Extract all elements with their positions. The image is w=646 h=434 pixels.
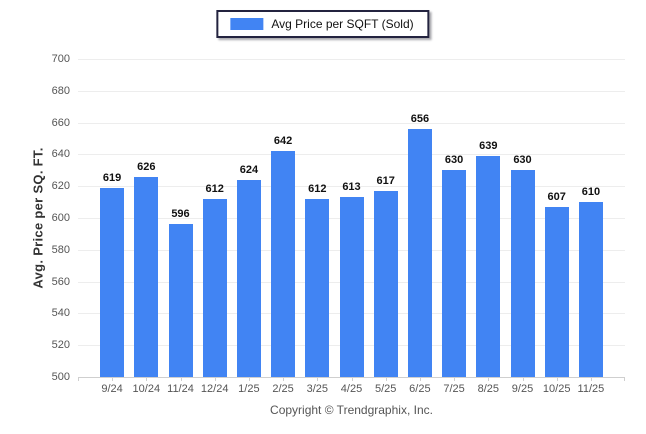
bar-12/24 bbox=[202, 198, 227, 377]
gridline bbox=[78, 186, 625, 188]
axis-tick bbox=[317, 377, 319, 381]
axis-tick bbox=[488, 377, 490, 381]
y-tick-label: 620 bbox=[51, 180, 70, 193]
bar-3/25 bbox=[305, 198, 330, 377]
axis-tick bbox=[214, 377, 216, 381]
bar-4/25 bbox=[339, 197, 364, 377]
axis-tick bbox=[624, 377, 625, 381]
axis-tick bbox=[385, 377, 387, 381]
axis-tick bbox=[78, 377, 79, 381]
bar-2/25 bbox=[271, 151, 296, 377]
plot-area: 700 680 660 640 620 600 580 560 540 520 500 619 9/24… bbox=[52, 54, 625, 395]
axis-tick bbox=[351, 377, 353, 381]
bar-value-label: 642 bbox=[273, 135, 293, 148]
x-tick-label: 2/25 bbox=[272, 383, 294, 395]
bar-10/25 bbox=[544, 206, 569, 377]
x-tick-label: 10/24 bbox=[132, 383, 161, 395]
axis-tick bbox=[146, 377, 148, 381]
axis-tick bbox=[112, 377, 114, 381]
bar-value-label: 619 bbox=[102, 171, 122, 184]
axis-tick bbox=[283, 377, 285, 381]
y-tick-label: 600 bbox=[51, 212, 70, 224]
bar-1/25 bbox=[236, 179, 261, 377]
axis-tick bbox=[248, 377, 250, 381]
x-tick-label: 3/25 bbox=[306, 383, 328, 395]
bar-value-label: 612 bbox=[308, 182, 327, 195]
x-tick-label: 5/25 bbox=[374, 383, 397, 395]
bar-9/25 bbox=[510, 170, 535, 377]
bar-value-label: 656 bbox=[410, 112, 430, 125]
bar-value-label: 596 bbox=[171, 208, 190, 221]
bar-value-label: 612 bbox=[205, 182, 224, 195]
x-tick-label: 8/25 bbox=[477, 383, 499, 395]
bar-7/25 bbox=[442, 170, 467, 377]
bar-11/24 bbox=[168, 224, 193, 377]
bar-value-label: 610 bbox=[581, 186, 601, 199]
y-tick-label: 660 bbox=[51, 116, 70, 129]
y-tick-label: 700 bbox=[51, 53, 70, 65]
legend: Avg Price per SQFT (Sold) bbox=[216, 10, 430, 38]
bar-value-label: 630 bbox=[513, 154, 532, 167]
bar-value-label: 617 bbox=[376, 174, 395, 187]
bar-10/24 bbox=[134, 176, 159, 377]
copyright-text: Copyright © Trendgraphix, Inc. bbox=[270, 403, 433, 417]
x-tick-label: 6/25 bbox=[409, 383, 431, 395]
gridline bbox=[78, 154, 625, 156]
y-tick-label: 560 bbox=[51, 275, 70, 288]
y-tick-label: 500 bbox=[51, 371, 70, 383]
x-tick-label: 11/24 bbox=[167, 383, 194, 395]
x-tick-label: 11/25 bbox=[577, 383, 605, 395]
x-tick-label: 9/24 bbox=[101, 383, 123, 395]
y-tick-label: 680 bbox=[51, 84, 70, 97]
x-tick-label: 9/25 bbox=[511, 383, 534, 395]
bar-value-label: 607 bbox=[547, 190, 566, 203]
axis-tick bbox=[419, 377, 421, 381]
gridline bbox=[78, 59, 625, 60]
axis-tick bbox=[454, 377, 456, 381]
x-tick-label: 10/25 bbox=[542, 383, 571, 395]
bar-8/25 bbox=[476, 156, 501, 377]
gridline bbox=[78, 90, 625, 92]
y-tick-label: 520 bbox=[51, 339, 70, 352]
y-tick-label: 640 bbox=[51, 148, 70, 161]
x-tick-label: 1/25 bbox=[238, 383, 260, 395]
axis-tick bbox=[522, 377, 524, 381]
bar-9/24 bbox=[100, 187, 125, 377]
y-tick-label: 540 bbox=[51, 307, 70, 320]
bar-value-label: 630 bbox=[444, 154, 464, 167]
bar-11/25 bbox=[578, 202, 603, 377]
bar-value-label: 639 bbox=[479, 139, 498, 152]
legend-label: Avg Price per SQFT (Sold) bbox=[271, 17, 414, 31]
x-tick-label: 4/25 bbox=[340, 383, 363, 395]
axis-tick bbox=[556, 377, 558, 381]
bar-value-label: 613 bbox=[342, 181, 361, 194]
bar-5/25 bbox=[373, 190, 398, 377]
bar-value-label: 624 bbox=[239, 163, 259, 176]
x-tick-label: 7/25 bbox=[443, 383, 465, 395]
axis-tick bbox=[180, 377, 182, 381]
y-tick-label: 580 bbox=[51, 243, 70, 256]
axis-tick bbox=[590, 377, 592, 381]
bar-value-label: 626 bbox=[137, 160, 156, 173]
x-tick-label: 12/24 bbox=[200, 383, 229, 395]
gridline bbox=[78, 122, 625, 124]
bar-6/25 bbox=[407, 128, 432, 377]
legend-swatch-icon bbox=[230, 18, 264, 30]
